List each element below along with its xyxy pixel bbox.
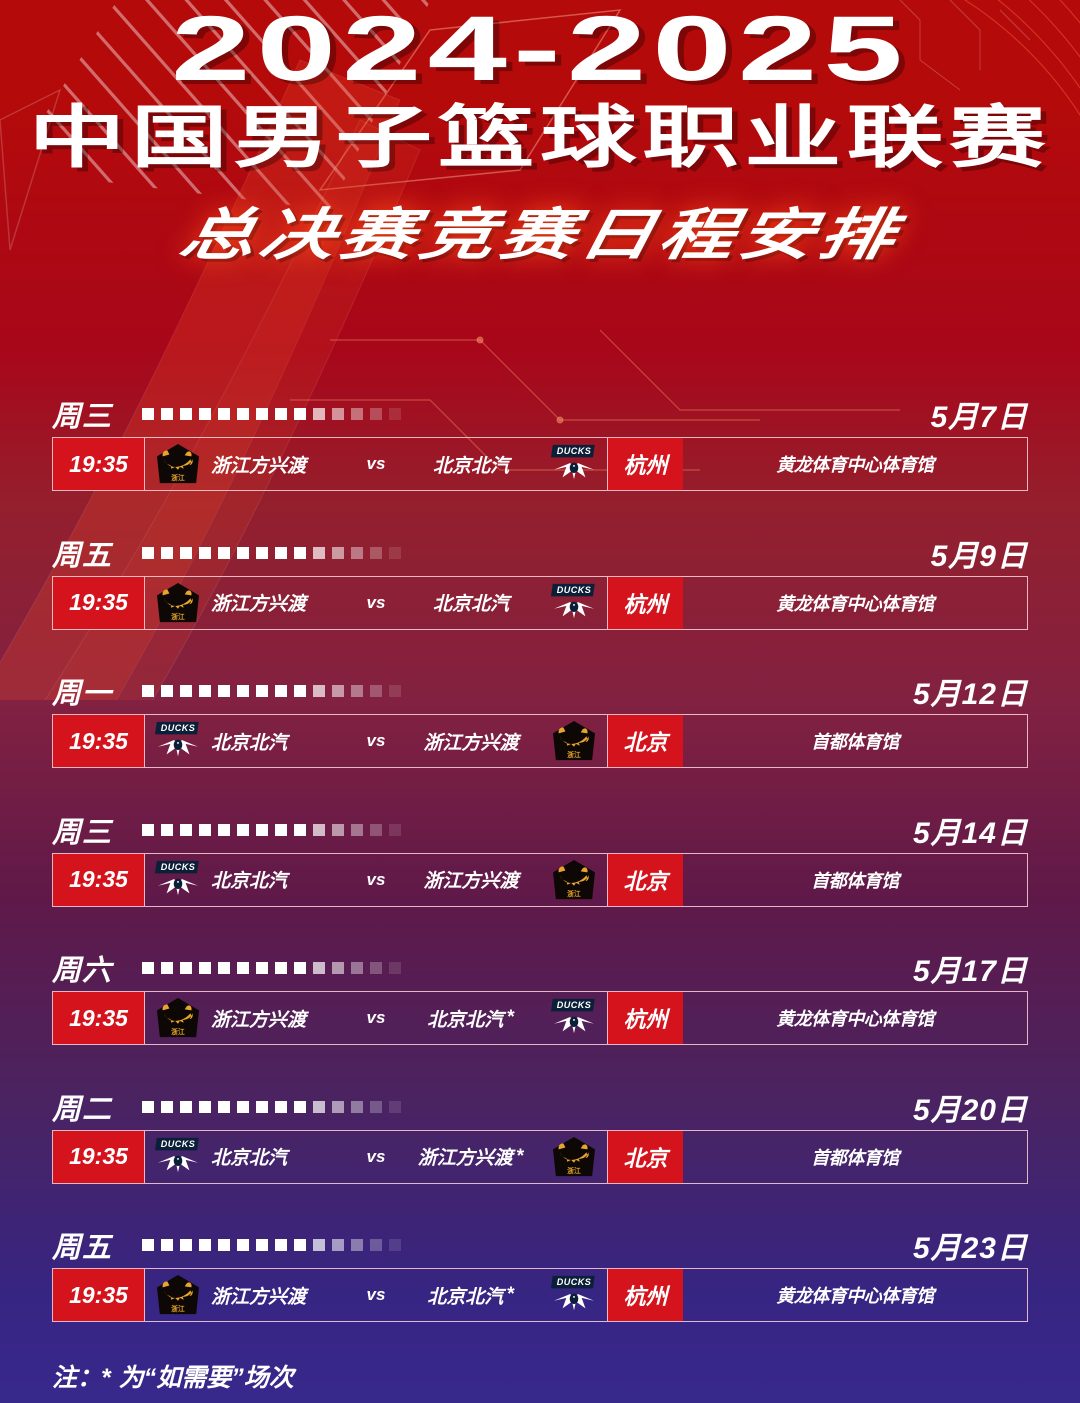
- svg-text:DUCKS: DUCKS: [161, 861, 196, 871]
- svg-text:DUCKS: DUCKS: [557, 1000, 592, 1010]
- svg-text:浙江: 浙江: [567, 1166, 581, 1175]
- svg-text:浙江: 浙江: [567, 889, 581, 898]
- svg-text:DUCKS: DUCKS: [557, 584, 592, 594]
- svg-text:浙江: 浙江: [171, 1304, 185, 1313]
- svg-text:DUCKS: DUCKS: [161, 1138, 196, 1148]
- svg-text:浙江: 浙江: [171, 473, 185, 482]
- svg-text:浙江: 浙江: [171, 612, 185, 621]
- svg-text:浙江: 浙江: [171, 1027, 185, 1036]
- svg-text:DUCKS: DUCKS: [161, 723, 196, 733]
- svg-text:DUCKS: DUCKS: [557, 1277, 592, 1287]
- svg-text:浙江: 浙江: [567, 750, 581, 759]
- svg-text:DUCKS: DUCKS: [557, 446, 592, 456]
